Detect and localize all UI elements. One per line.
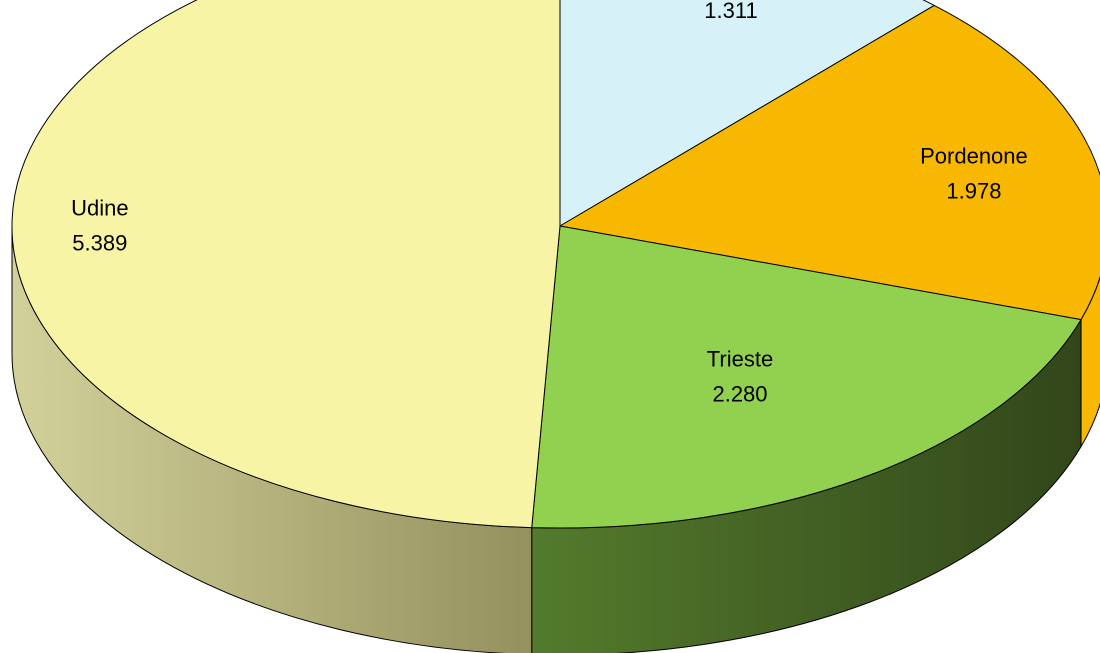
pie-label-trieste: Trieste: [707, 346, 773, 371]
pie-value-udine: 5.389: [72, 230, 127, 255]
pie-labels: Gorizia1.311Pordenone1.978Trieste2.280Ud…: [71, 0, 1028, 406]
pie-label-udine: Udine: [71, 195, 128, 220]
pie-slice-gorizia: [559, 0, 935, 227]
pie-value-trieste: 2.280: [712, 381, 767, 406]
pie-slice-udine: [11, 0, 561, 529]
pie-value-pordenone: 1.978: [946, 178, 1001, 203]
pie-slices: [11, 0, 1100, 529]
pie-slice-trieste: [531, 225, 1082, 529]
pie-label-pordenone: Pordenone: [920, 143, 1028, 168]
pie-value-gorizia: 1.311: [704, 0, 757, 23]
